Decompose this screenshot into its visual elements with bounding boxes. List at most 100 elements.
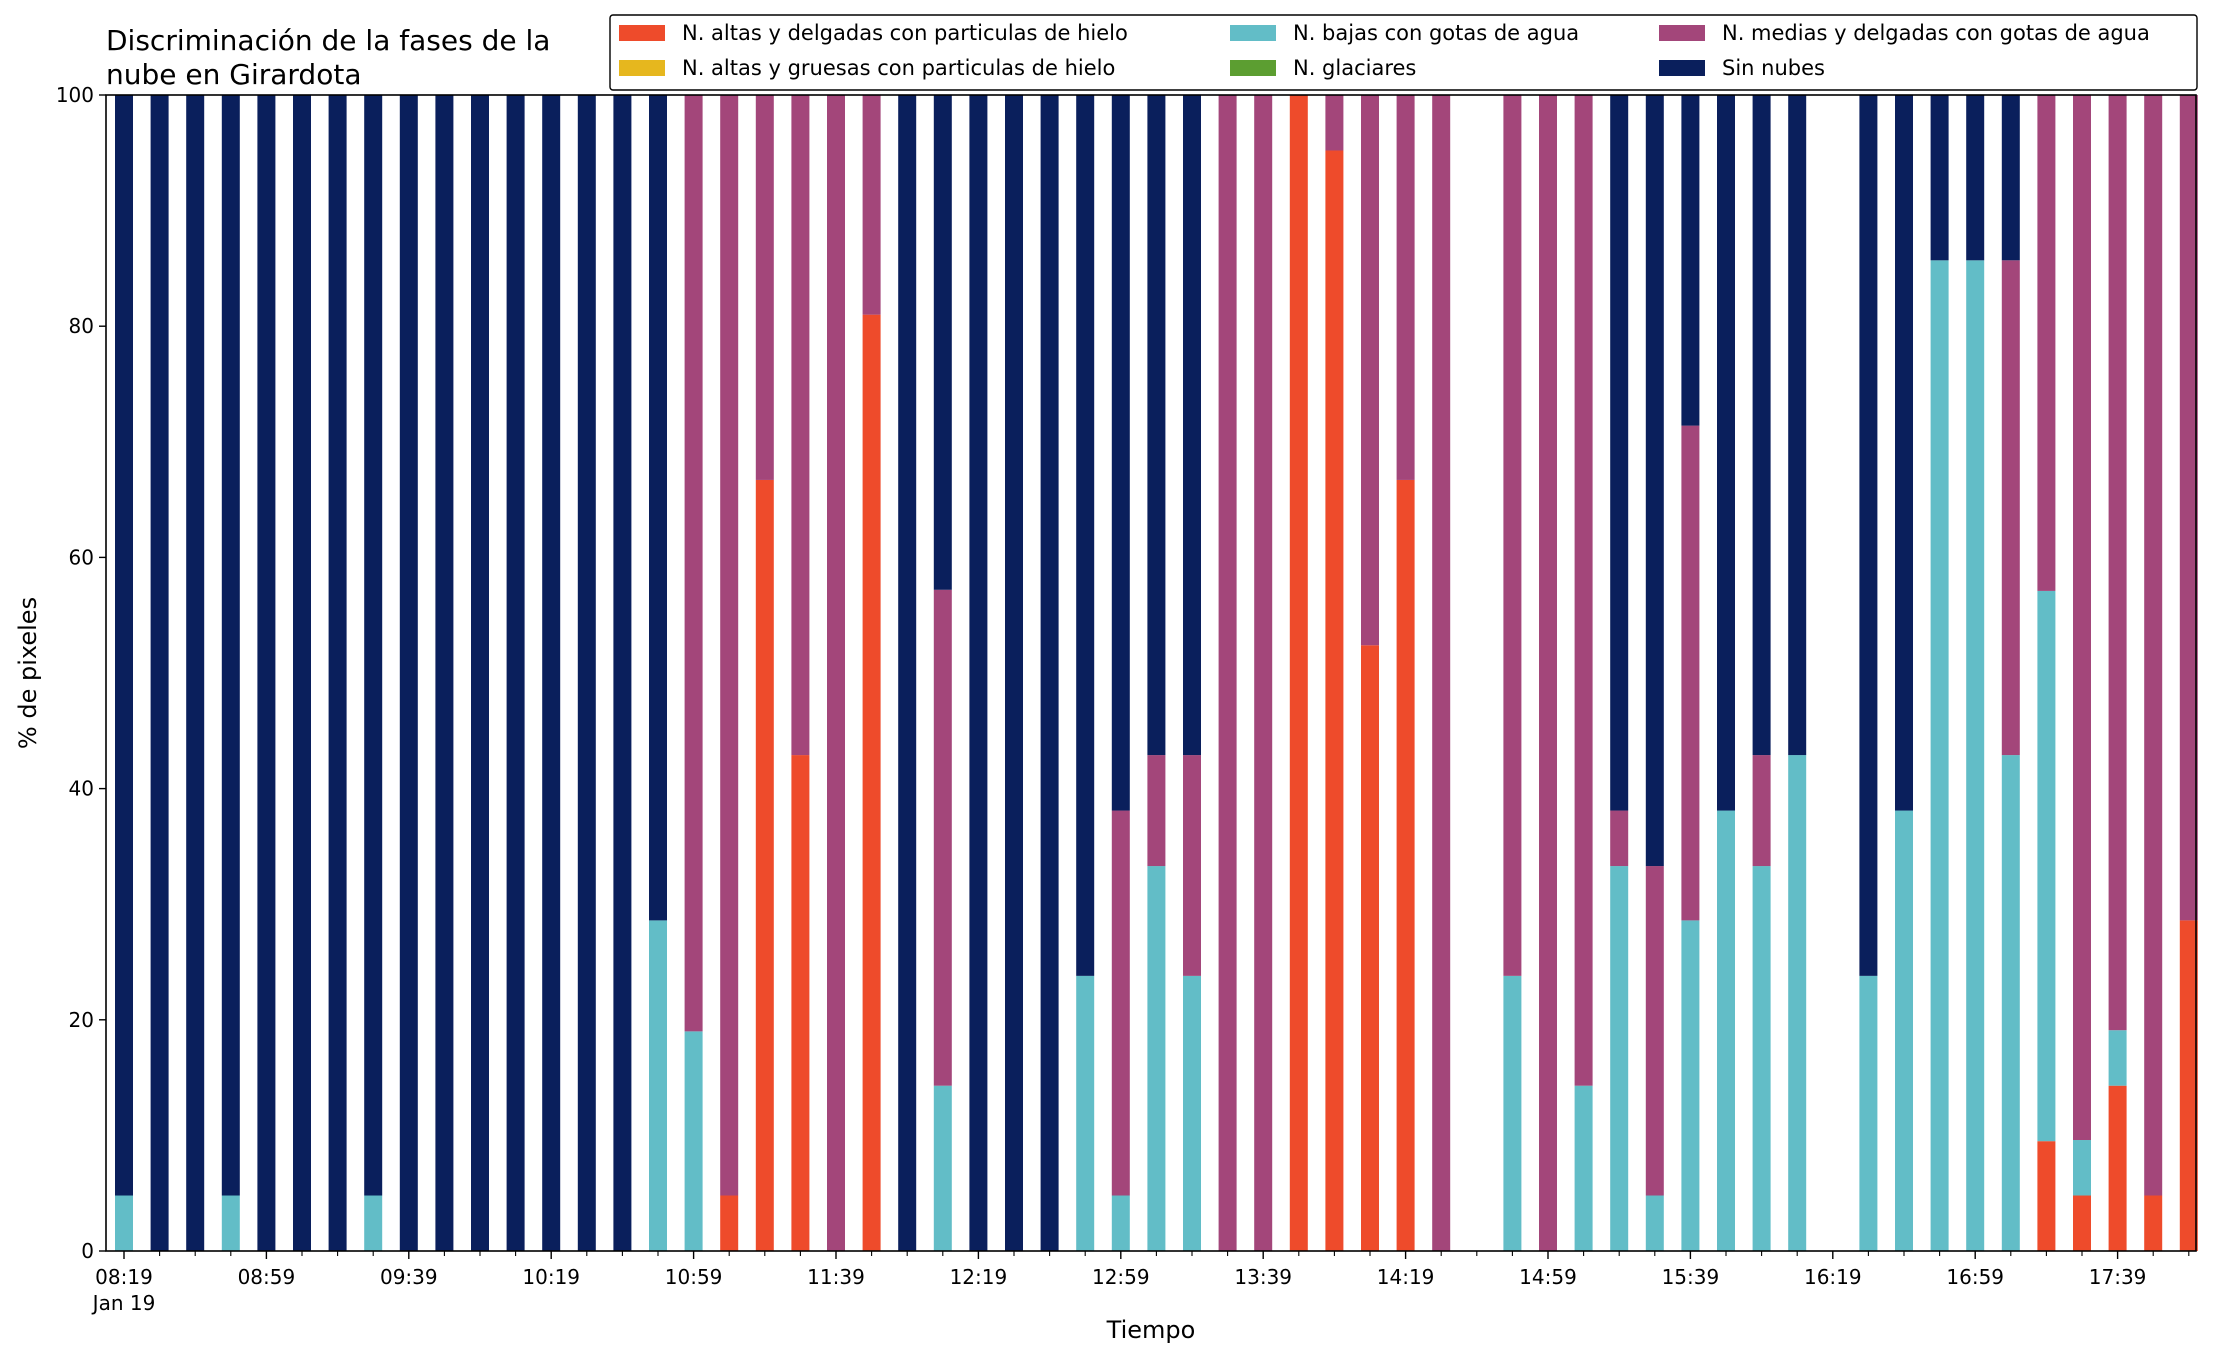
legend-frame <box>609 14 2198 91</box>
bar-stack-15:29 <box>1645 95 1664 1251</box>
bar-stack-10:29 <box>577 95 596 1251</box>
bar-stack-10:59 <box>684 95 703 1251</box>
bar-segment-hielo_delgadas <box>791 755 810 1251</box>
bar-stack-08:19 <box>115 95 133 1251</box>
bar-segment-sin_nubes <box>257 95 276 1251</box>
bar-stack-09:19 <box>328 95 347 1251</box>
y-tick-label: 100 <box>56 83 94 107</box>
bar-segment-agua_bajas <box>2073 1140 2091 1196</box>
bar-stack-11:49 <box>862 95 881 1251</box>
bar-segment-agua_bajas <box>1966 260 1985 1251</box>
bar-stack-12:59 <box>1111 95 1130 1251</box>
bar-segment-agua_bajas <box>1645 1195 1664 1251</box>
bar-segment-agua_medias <box>1681 425 1700 921</box>
bar-segment-agua_bajas <box>649 920 667 1251</box>
bar-stack-14:19 <box>1396 95 1415 1251</box>
bar-segment-agua_medias <box>1539 95 1557 1251</box>
bar-segment-sin_nubes <box>933 95 952 590</box>
bar-stack-12:09 <box>933 95 952 1251</box>
bar-segment-sin_nubes <box>435 95 454 1251</box>
bar-segment-sin_nubes <box>1717 95 1735 811</box>
bar-segment-sin_nubes <box>1610 95 1629 811</box>
legend-swatch-hielo_gruesas <box>619 60 665 76</box>
legend-swatch-agua_bajas <box>1230 25 1276 41</box>
bar-segment-hielo_delgadas <box>2108 1085 2127 1251</box>
y-axis-label: % de pixeles <box>14 597 42 749</box>
bar-stack-13:09 <box>1147 95 1166 1251</box>
bar-segment-sin_nubes <box>293 95 311 1251</box>
x-axis: 08:19 08:59 09:39 10:19 10:59 11:39 12:19 12:59… <box>91 1251 2190 1315</box>
bar-stack-14:09 <box>1361 95 1379 1251</box>
x-tick-label: 14:19 <box>1377 1265 1435 1289</box>
bar-stack-16:29 <box>1859 95 1878 1251</box>
bar-stack-12:29 <box>1005 95 1023 1251</box>
legend: N. altas y delgadas con particulas de hi… <box>609 14 2198 91</box>
bar-segment-agua_medias <box>1325 95 1344 151</box>
bar-segment-hielo_delgadas <box>2179 920 2198 1251</box>
x-tick-label: 14:59 <box>1519 1265 1577 1289</box>
bar-segment-sin_nubes <box>1966 95 1985 261</box>
x-tick-label: 16:59 <box>1946 1265 2004 1289</box>
bar-stack-10:39 <box>613 95 632 1251</box>
bar-segment-agua_bajas <box>1895 810 1913 1251</box>
bar-stack-11:59 <box>898 95 917 1251</box>
bar-segment-hielo_delgadas <box>1289 95 1308 1251</box>
x-tick-label: 08:19 <box>95 1265 153 1289</box>
bar-segment-agua_bajas <box>1610 866 1629 1251</box>
bar-segment-sin_nubes <box>542 95 561 1251</box>
bar-segment-agua_medias <box>2037 95 2056 591</box>
bar-stack-15:09 <box>1574 95 1593 1251</box>
bar-segment-agua_medias <box>1361 95 1379 646</box>
bar-stack-08:29 <box>150 95 169 1251</box>
chart-title-line-1: Discriminación de la fases de la <box>106 24 550 57</box>
x-tick-label: 17:39 <box>2089 1265 2147 1289</box>
bar-segment-agua_medias <box>827 95 845 1251</box>
bar-segment-agua_medias <box>1503 95 1522 976</box>
bar-segment-sin_nubes <box>1005 95 1023 1251</box>
bar-segment-agua_medias <box>2001 260 2020 756</box>
bar-segment-sin_nubes <box>1645 95 1664 867</box>
bar-stack-11:19 <box>755 95 774 1251</box>
bar-segment-agua_bajas <box>1076 975 1095 1251</box>
bar-segment-agua_medias <box>2144 95 2163 1196</box>
x-tick-label: 12:19 <box>950 1265 1008 1289</box>
bar-segment-sin_nubes <box>1859 95 1878 976</box>
bar-segment-agua_bajas <box>1717 810 1735 1251</box>
bar-segment-sin_nubes <box>328 95 347 1251</box>
legend-swatch-glaciares <box>1230 60 1276 76</box>
bar-stack-17:29 <box>2073 95 2091 1251</box>
bar-stack-10:19 <box>542 95 561 1251</box>
bar-stack-09:39 <box>399 95 418 1251</box>
bar-stack-13:59 <box>1325 95 1344 1252</box>
bar-stack-09:09 <box>293 95 311 1251</box>
legend-swatch-sin_nubes <box>1659 60 1705 76</box>
bar-segment-sin_nubes <box>1930 95 1949 261</box>
bar-segment-agua_bajas <box>1788 755 1807 1251</box>
bar-segment-agua_medias <box>2179 95 2198 921</box>
x-tick-label: 08:59 <box>238 1265 296 1289</box>
bar-stack-13:49 <box>1289 95 1308 1251</box>
x-tick-label: 16:19 <box>1804 1265 1862 1289</box>
bar-segment-agua_bajas <box>1503 975 1522 1251</box>
bar-stack-14:29 <box>1432 95 1451 1251</box>
x-tick-label: 12:59 <box>1092 1265 1150 1289</box>
bar-segment-hielo_delgadas <box>2073 1195 2091 1251</box>
bar-stack-09:59 <box>471 95 489 1251</box>
bar-segment-agua_bajas <box>1859 975 1878 1251</box>
bar-segment-sin_nubes <box>1895 95 1913 811</box>
bar-segment-agua_medias <box>684 95 703 1032</box>
bar-segment-agua_medias <box>1574 95 1593 1086</box>
bar-segment-agua_medias <box>1147 755 1166 867</box>
bar-segment-hielo_delgadas <box>1396 479 1415 1251</box>
bar-segment-agua_bajas <box>1930 260 1949 1251</box>
bar-segment-agua_bajas <box>684 1031 703 1251</box>
x-tick-label: 09:39 <box>380 1265 438 1289</box>
bar-segment-sin_nubes <box>898 95 917 1251</box>
bar-segment-agua_medias <box>1645 866 1664 1196</box>
bar-segment-agua_medias <box>1183 755 1201 976</box>
bar-segment-sin_nubes <box>2001 95 2020 261</box>
bar-segment-sin_nubes <box>506 95 525 1251</box>
bar-segment-agua_bajas <box>1111 1195 1130 1251</box>
bar-segment-hielo_delgadas <box>755 479 774 1251</box>
bar-stack-17:59 <box>2179 95 2198 1251</box>
